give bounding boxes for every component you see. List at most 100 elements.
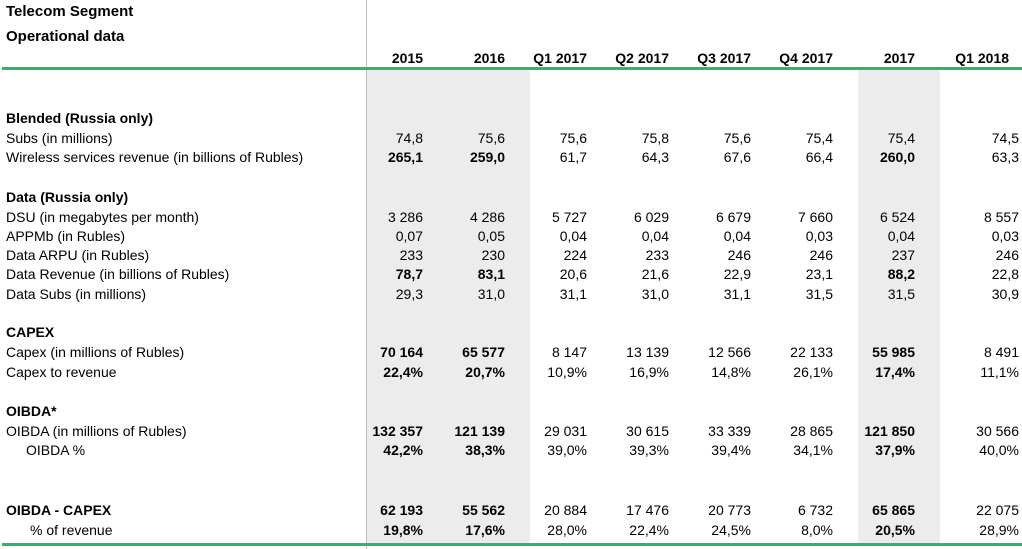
column-header: Q4 2017 [779, 50, 833, 66]
section-title: Blended (Russia only) [6, 110, 154, 126]
table-cell: 5 727 [551, 209, 587, 225]
table-cell: 0,04 [641, 228, 669, 244]
table-cell: 75,8 [641, 130, 669, 146]
row-label: Data Subs (in millions) [6, 286, 147, 302]
table-cell: 121 850 [864, 423, 915, 439]
table-cell: 28,0% [547, 522, 587, 538]
table-cell: 29 031 [544, 423, 587, 439]
table-cell: 17 476 [626, 502, 669, 518]
table-cell: 30 615 [626, 423, 669, 439]
table-cell: 78,7 [395, 266, 423, 282]
column-header: Q2 2017 [615, 50, 669, 66]
column-shade-2017 [858, 70, 940, 546]
table-cell: 265,1 [387, 149, 423, 165]
table-cell: 24,5% [711, 522, 751, 538]
column-header: Q1 2018 [955, 50, 1009, 66]
table-cell: 31,1 [723, 286, 751, 302]
bottom-divider [2, 543, 1022, 546]
table-cell: 33 339 [708, 423, 751, 439]
table-cell: 17,4% [875, 364, 915, 380]
table-cell: 31,0 [641, 286, 669, 302]
table-cell: 17,6% [465, 522, 505, 538]
table-cell: 259,0 [469, 149, 505, 165]
table-cell: 28 865 [790, 423, 833, 439]
table-cell: 31,5 [887, 286, 915, 302]
row-label: % of revenue [30, 522, 113, 538]
table-cell: 233 [645, 247, 669, 263]
table-cell: 65 577 [462, 344, 505, 360]
header-divider [2, 67, 1022, 70]
row-label: Wireless services revenue (in billions o… [6, 149, 304, 165]
table-cell: 246 [995, 247, 1019, 263]
table-cell: 0,04 [723, 228, 751, 244]
table-cell: 37,9% [875, 442, 915, 458]
table-cell: 260,0 [879, 149, 915, 165]
table-cell: 14,8% [711, 364, 751, 380]
table-cell: 16,9% [629, 364, 669, 380]
table-cell: 42,2% [383, 442, 423, 458]
table-cell: 0,04 [887, 228, 915, 244]
table-cell: 31,5 [805, 286, 833, 302]
table-cell: 28,9% [979, 522, 1019, 538]
table-cell: 0,07 [395, 228, 423, 244]
table-cell: 22,4% [629, 522, 669, 538]
label-column-divider [366, 0, 367, 549]
row-label: OIBDA % [26, 442, 86, 458]
table-cell: 22 075 [976, 502, 1019, 518]
table-cell: 237 [891, 247, 915, 263]
table-cell: 74,5 [991, 130, 1019, 146]
table-cell: 40,0% [979, 442, 1019, 458]
table-cell: 22 133 [790, 344, 833, 360]
section-title: OIBDA - CAPEX [6, 502, 112, 518]
column-header: 2015 [391, 50, 423, 66]
column-shade-2015-2016 [367, 70, 530, 546]
table-cell: 0,03 [805, 228, 833, 244]
table-cell: 19,8% [383, 522, 423, 538]
table-cell: 132 357 [372, 423, 423, 439]
table-cell: 4 286 [469, 209, 505, 225]
row-label: OIBDA (in millions of Rubles) [6, 423, 187, 439]
table-cell: 23,1 [805, 266, 833, 282]
table-cell: 246 [727, 247, 751, 263]
table-cell: 6 679 [715, 209, 751, 225]
table-cell: 233 [399, 247, 423, 263]
table-cell: 230 [481, 247, 505, 263]
section-title: CAPEX [6, 324, 55, 340]
table-cell: 20,7% [465, 364, 505, 380]
table-cell: 65 865 [872, 502, 915, 518]
table-cell: 31,1 [559, 286, 587, 302]
table-cell: 21,6 [641, 266, 669, 282]
table-cell: 10,9% [547, 364, 587, 380]
table-cell: 88,2 [887, 266, 915, 282]
table-cell: 55 985 [872, 344, 915, 360]
table-cell: 20 884 [544, 502, 587, 518]
table-cell: 55 562 [462, 502, 505, 518]
table-cell: 61,7 [559, 149, 587, 165]
column-header: 2016 [473, 50, 505, 66]
section-title: OIBDA* [6, 403, 57, 419]
table-title: Telecom Segment [6, 3, 134, 20]
table-cell: 74,8 [395, 130, 423, 146]
row-label: Data Revenue (in billions of Rubles) [6, 266, 230, 282]
table-cell: 8,0% [801, 522, 833, 538]
table-cell: 39,0% [547, 442, 587, 458]
table-cell: 6 524 [879, 209, 915, 225]
table-cell: 75,6 [477, 130, 505, 146]
table-cell: 75,6 [559, 130, 587, 146]
table-cell: 8 491 [983, 344, 1019, 360]
column-header: 2017 [883, 50, 915, 66]
table-cell: 22,4% [383, 364, 423, 380]
table-cell: 8 147 [551, 344, 587, 360]
row-label: DSU (in megabytes per month) [6, 209, 199, 225]
table-cell: 6 029 [633, 209, 669, 225]
table-cell: 0,04 [559, 228, 587, 244]
table-cell: 121 139 [454, 423, 505, 439]
row-label: Subs (in millions) [6, 130, 113, 146]
table-cell: 75,4 [887, 130, 915, 146]
table-cell: 7 660 [797, 209, 833, 225]
table-cell: 22,9 [723, 266, 751, 282]
table-cell: 67,6 [723, 149, 751, 165]
table-cell: 75,6 [723, 130, 751, 146]
table-cell: 6 732 [797, 502, 833, 518]
table-cell: 38,3% [465, 442, 505, 458]
